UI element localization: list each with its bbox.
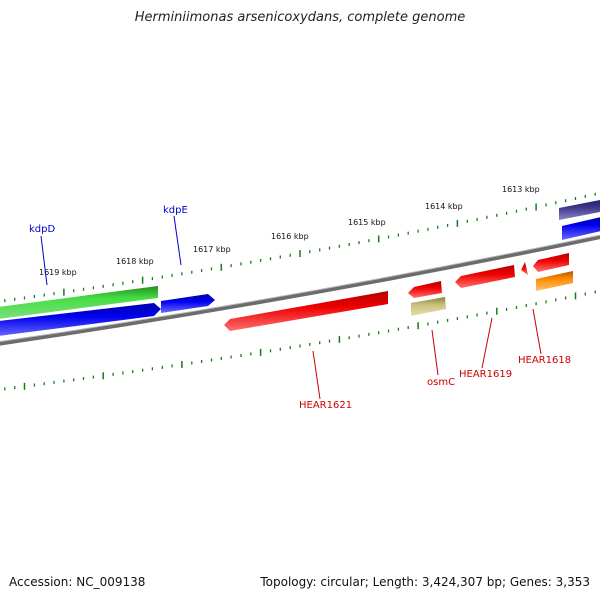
scale-labels: 1619 kbp 1618 kbp 1617 kbp 1616 kbp 1615… [39, 185, 540, 277]
scale-label-1613: 1613 kbp [502, 185, 540, 194]
gene-HEAR1618[interactable] [533, 253, 569, 272]
gene-orange[interactable] [536, 271, 573, 291]
gene-osmC-neighbor[interactable] [411, 297, 446, 316]
genome-stats-text: Topology: circular; Length: 3,424,307 bp… [260, 575, 590, 589]
gene-small-red[interactable] [521, 262, 528, 275]
lower-scale-ticks [4, 290, 596, 391]
gene-label-HEAR1621[interactable]: HEAR1621 [299, 400, 352, 411]
gene-label-HEAR1619[interactable]: HEAR1619 [459, 369, 512, 380]
gene-labels: kdpD kdpE HEAR1621 osmC HEAR1619 HEAR161… [29, 205, 571, 411]
accession-text: Accession: NC_009138 [9, 575, 146, 589]
scale-label-1616: 1616 kbp [271, 232, 309, 241]
leader-HEAR1619 [481, 317, 493, 369]
leader-kdpE [173, 215, 182, 266]
gene-label-osmC[interactable]: osmC [427, 377, 455, 388]
gene-HEAR1619[interactable] [455, 265, 515, 288]
gene-purple-edge[interactable] [559, 198, 600, 220]
genome-backbone [0, 235, 600, 346]
scale-label-1619: 1619 kbp [39, 268, 77, 277]
leader-HEAR1621 [312, 350, 321, 400]
scale-label-1617: 1617 kbp [193, 245, 231, 254]
genome-backbone-highlight [0, 234, 600, 343]
reverse-strand-genes [224, 253, 573, 331]
leader-kdpD [40, 235, 48, 286]
scale-label-1615: 1615 kbp [348, 218, 386, 227]
gene-kdpD-blue[interactable] [0, 303, 161, 337]
gene-HEAR1621[interactable] [224, 291, 388, 331]
gene-label-kdpE[interactable]: kdpE [163, 205, 188, 216]
label-leaders [40, 215, 542, 400]
upper-scale-ticks [4, 192, 596, 303]
gene-osmC[interactable] [408, 281, 442, 298]
scale-label-1614: 1614 kbp [425, 202, 463, 211]
gene-label-HEAR1618[interactable]: HEAR1618 [518, 355, 571, 366]
forward-strand-genes [0, 198, 600, 337]
gene-label-kdpD[interactable]: kdpD [29, 224, 55, 235]
gene-blue-edge[interactable] [562, 215, 600, 240]
scale-label-1618: 1618 kbp [116, 257, 154, 266]
leader-osmC [431, 329, 439, 376]
map-title: Herminiimonas arsenicoxydans, complete g… [134, 10, 466, 25]
gene-kdpE[interactable] [161, 294, 215, 313]
gene-kdpD-green[interactable] [0, 286, 158, 320]
leader-HEAR1618 [532, 308, 542, 355]
